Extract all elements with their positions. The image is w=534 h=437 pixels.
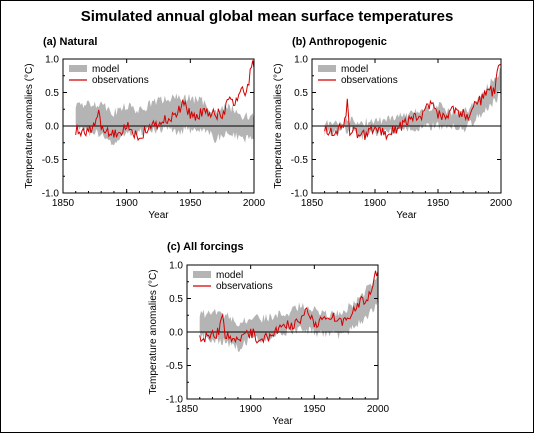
- x-tick-label: 1950: [179, 198, 202, 209]
- x-tick-label: 1950: [427, 198, 450, 209]
- x-tick-label: 1850: [52, 198, 75, 209]
- y-tick-label: 1.0: [45, 55, 59, 66]
- plot-area: [312, 64, 501, 141]
- x-tick-label: 1850: [176, 404, 199, 415]
- panel-title: (c) All forcings: [167, 241, 244, 253]
- y-axis-title: Temperature anomalies (°C): [24, 63, 35, 188]
- panel-title: (a) Natural: [43, 36, 97, 48]
- figure-title: Simulated annual global mean surface tem…: [81, 8, 454, 25]
- x-axis-title: Year: [148, 210, 169, 221]
- y-tick-label: -0.5: [166, 361, 184, 372]
- observations-line: [199, 270, 378, 344]
- legend-label-observations: observations: [92, 75, 149, 86]
- chart-natural: (a) Natural -1.0 -0.5 0.0 0.5 1.0 1850 1900 1950…: [24, 36, 266, 221]
- x-axis-title: Year: [396, 210, 417, 221]
- legend-label-model: model: [92, 64, 119, 75]
- plot-area: [63, 60, 254, 146]
- x-tick-label: 1850: [301, 198, 324, 209]
- y-tick-label: 0.5: [45, 88, 59, 99]
- y-tick-label: -0.5: [42, 155, 60, 166]
- x-tick-label: 1900: [116, 198, 139, 209]
- observations-line: [324, 64, 501, 141]
- plot-area: [187, 270, 378, 352]
- y-tick-label: 1.0: [294, 55, 308, 66]
- legend-swatch-model: [318, 65, 336, 72]
- model-band: [324, 67, 501, 141]
- y-tick-label: 0.0: [45, 122, 59, 133]
- legend-swatch-model: [69, 65, 87, 72]
- y-tick-label: -1.0: [42, 189, 60, 200]
- y-tick-label: 0.0: [169, 328, 183, 339]
- x-tick-label: 1900: [364, 198, 387, 209]
- y-axis-title: Temperature anomalies (°C): [273, 63, 284, 188]
- x-tick-label: 1900: [240, 404, 263, 415]
- x-tick-label: 1950: [303, 404, 326, 415]
- x-tick-label: 2000: [243, 198, 266, 209]
- observations-line: [75, 60, 254, 142]
- panel-title: (b) Anthropogenic: [292, 36, 387, 48]
- y-tick-label: 1.0: [169, 261, 183, 272]
- y-tick-label: -0.5: [291, 155, 309, 166]
- y-tick-label: 0.0: [294, 122, 308, 133]
- y-tick-label: 0.5: [169, 294, 183, 305]
- legend-label-observations: observations: [341, 75, 398, 86]
- x-axis-title: Year: [272, 416, 293, 427]
- x-tick-label: 2000: [490, 198, 513, 209]
- legend-label-observations: observations: [216, 281, 273, 292]
- x-tick-label: 2000: [367, 404, 390, 415]
- y-tick-label: -1.0: [166, 395, 184, 406]
- legend-label-model: model: [341, 64, 368, 75]
- y-tick-label: -1.0: [291, 189, 309, 200]
- y-tick-label: 0.5: [294, 88, 308, 99]
- chart-anthropogenic: (b) Anthropogenic -1.0 -0.5 0.0 0.5 1.0 1850 19…: [273, 36, 513, 221]
- legend-swatch-model: [193, 271, 211, 278]
- legend-label-model: model: [216, 270, 243, 281]
- model-band: [75, 93, 254, 146]
- chart-all-forcings: (c) All forcings -1.0 -0.5 0.0 0.5 1.0 1850 190…: [148, 241, 390, 427]
- y-axis-title: Temperature anomalies (°C): [148, 269, 159, 394]
